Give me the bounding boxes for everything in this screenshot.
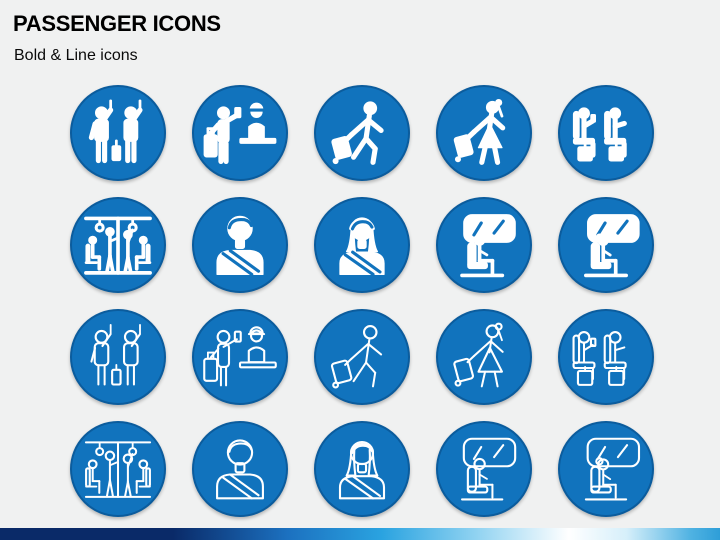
icon-circle-female-passenger-seatbelt-line [314, 421, 410, 517]
icon-circle-window-seat-passenger-female-bold [558, 197, 654, 293]
page-title: PASSENGER ICONS [13, 11, 221, 36]
icon-circle-window-seat-passenger-female-line [558, 421, 654, 517]
icon-circle-window-seat-passenger-male-bold [436, 197, 532, 293]
icon-circle-female-passenger-seatbelt-bold [314, 197, 410, 293]
female-passenger-seatbelt-icon [338, 440, 386, 500]
man-walking-with-luggage-icon [331, 101, 384, 165]
male-passenger-seatbelt-icon [216, 439, 264, 500]
woman-walking-with-luggage-icon [453, 322, 504, 388]
bus-passengers-interior-icon [84, 441, 152, 498]
icon-circle-woman-walking-with-luggage-line [436, 309, 532, 405]
icon-circle-man-walking-with-luggage-line [314, 309, 410, 405]
icon-circle-male-passenger-seatbelt-line [192, 421, 288, 517]
icon-circle-check-in-counter-bold [192, 85, 288, 181]
female-passenger-seatbelt-icon [339, 217, 385, 276]
seated-passengers-with-luggage-icon [572, 107, 627, 162]
woman-walking-with-luggage-icon [453, 98, 506, 165]
icon-circle-male-passenger-seatbelt-bold [192, 197, 288, 293]
icon-circle-woman-walking-with-luggage-bold [436, 85, 532, 181]
icon-circle-bus-passengers-interior-bold [70, 197, 166, 293]
icon-circle-seated-passengers-with-luggage-line [558, 309, 654, 405]
window-seat-passenger-female-icon [584, 437, 641, 501]
footer-accent-bar [0, 528, 720, 540]
check-in-counter-icon [203, 102, 277, 164]
standing-passengers-straps-icon [88, 99, 143, 164]
seated-passengers-with-luggage-icon [572, 331, 627, 386]
window-seat-passenger-male-icon [460, 214, 516, 278]
page-subtitle: Bold & Line icons [14, 47, 138, 64]
man-walking-with-luggage-icon [330, 324, 383, 389]
icon-circle-standing-passengers-straps-bold [70, 85, 166, 181]
icon-circle-bus-passengers-interior-line [70, 421, 166, 517]
standing-passengers-straps-icon [90, 324, 142, 386]
icon-circle-window-seat-passenger-male-line [436, 421, 532, 517]
bus-passengers-interior-icon [84, 216, 152, 275]
male-passenger-seatbelt-icon [216, 215, 264, 276]
icon-circle-seated-passengers-with-luggage-bold [558, 85, 654, 181]
icon-circle-standing-passengers-straps-line [70, 309, 166, 405]
icon-circle-man-walking-with-luggage-bold [314, 85, 410, 181]
icon-grid [70, 85, 654, 517]
icon-circle-check-in-counter-line [192, 309, 288, 405]
check-in-counter-icon [203, 326, 277, 387]
window-seat-passenger-female-icon [584, 214, 640, 278]
window-seat-passenger-male-icon [460, 437, 517, 501]
